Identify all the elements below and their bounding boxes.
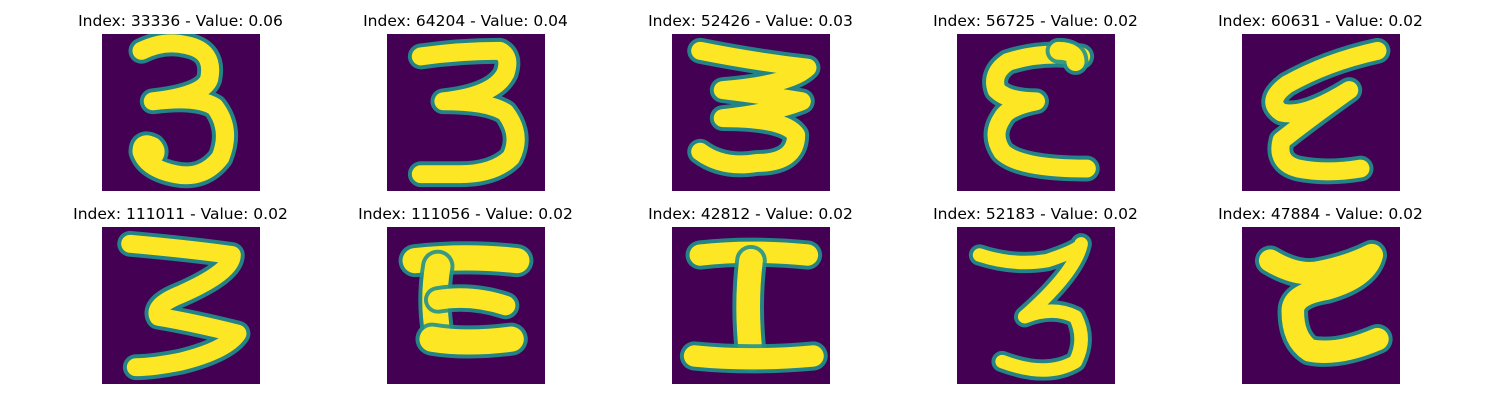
panel-5: Index: 60631 - Value: 0.02 (1178, 12, 1463, 202)
panel-1: Index: 33336 - Value: 0.06 (38, 12, 323, 202)
i-shape-icon (672, 227, 830, 384)
three-icon (102, 34, 260, 191)
panel-title: Index: 47884 - Value: 0.02 (1218, 205, 1423, 223)
panel-title: Index: 52426 - Value: 0.03 (648, 12, 853, 30)
panel-title: Index: 56725 - Value: 0.02 (933, 12, 1138, 30)
three-icon (672, 34, 830, 191)
panel-9: Index: 52183 - Value: 0.02 (893, 205, 1178, 395)
three-icon (957, 227, 1115, 384)
panel-2: Index: 64204 - Value: 0.04 (323, 12, 608, 202)
panel-title: Index: 64204 - Value: 0.04 (363, 12, 568, 30)
e-shape-icon (1242, 227, 1400, 384)
panel-4: Index: 56725 - Value: 0.02 (893, 12, 1178, 202)
panel-title: Index: 52183 - Value: 0.02 (933, 205, 1138, 223)
panel-8: Index: 42812 - Value: 0.02 (608, 205, 893, 395)
panel-10: Index: 47884 - Value: 0.02 (1178, 205, 1463, 395)
panel-title: Index: 60631 - Value: 0.02 (1218, 12, 1423, 30)
three-icon (102, 227, 260, 384)
panel-3: Index: 52426 - Value: 0.03 (608, 12, 893, 202)
panel-6: Index: 111011 - Value: 0.02 (38, 205, 323, 395)
panel-title: Index: 42812 - Value: 0.02 (648, 205, 853, 223)
panel-title: Index: 111011 - Value: 0.02 (73, 205, 288, 223)
epsilon-icon (957, 34, 1115, 191)
epsilon-icon (1242, 34, 1400, 191)
panel-7: Index: 111056 - Value: 0.02 (323, 205, 608, 395)
panel-title: Index: 111056 - Value: 0.02 (358, 205, 573, 223)
z-shape-icon (387, 227, 545, 384)
panel-title: Index: 33336 - Value: 0.06 (78, 12, 283, 30)
three-icon (387, 34, 545, 191)
